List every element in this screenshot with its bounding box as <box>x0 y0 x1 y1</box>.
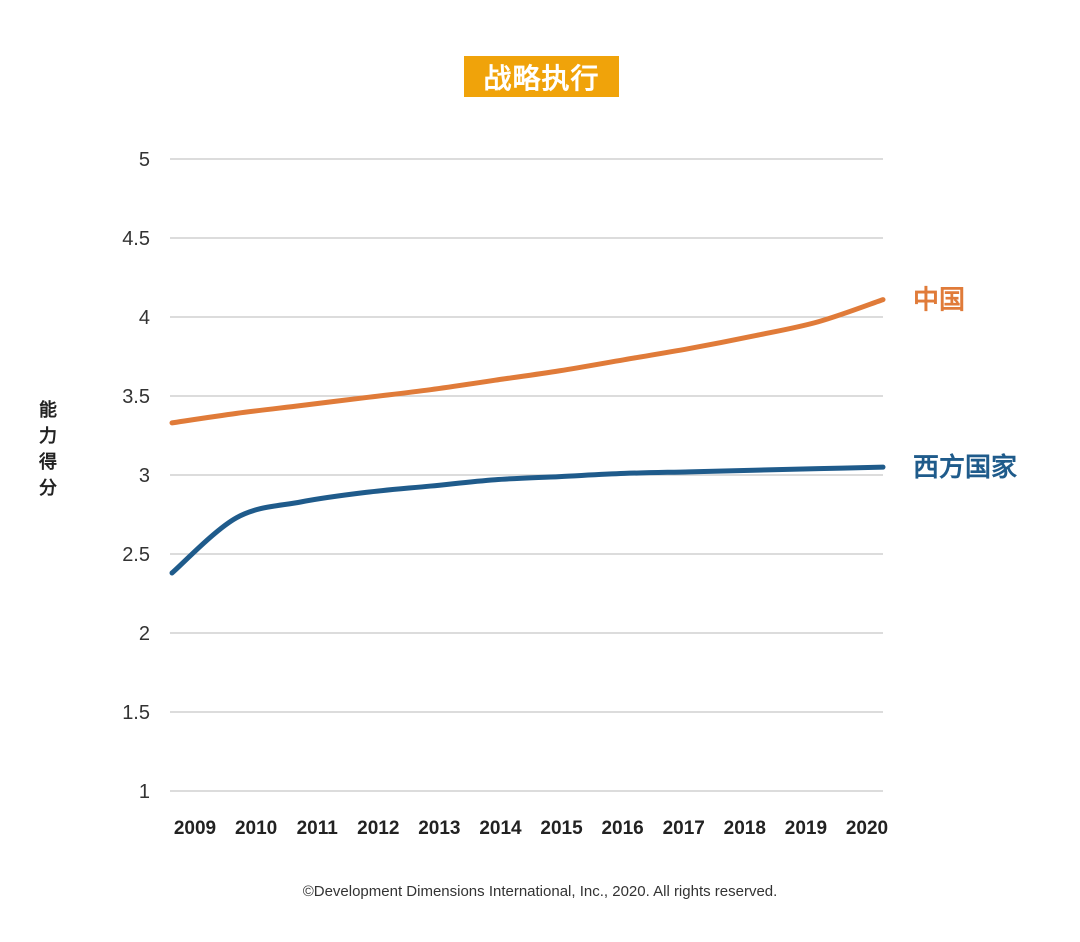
x-tick-label: 2010 <box>235 818 277 839</box>
series-line-1 <box>169 297 886 426</box>
x-tick-label: 2011 <box>297 818 339 839</box>
y-tick-labels: 5 4.5 4 3.5 3 2.5 2 1.5 1 <box>122 149 150 803</box>
series-label-2: 西方国家 <box>913 452 1017 483</box>
x-tick-label: 2017 <box>663 818 705 839</box>
y-tick-label: 4 <box>139 307 150 329</box>
chart-title: 战略执行 <box>464 56 619 97</box>
copyright-notice: ©Development Dimensions International, I… <box>302 883 778 900</box>
x-tick-label: 2016 <box>601 818 643 839</box>
series-lines <box>169 297 886 576</box>
y-tick-label: 3 <box>139 465 150 487</box>
x-tick-label: 2013 <box>418 818 460 839</box>
x-tick-label: 2015 <box>540 818 583 839</box>
y-tick-label: 3.5 <box>122 386 150 408</box>
series-label-1: 中国 <box>913 286 965 316</box>
y-tick-label: 1 <box>139 781 150 803</box>
x-tick-label: 2009 <box>174 818 216 839</box>
x-tick-labels: 2009 2010 2011 2012 2013 2014 2015 2016 2017 2018… <box>174 818 888 839</box>
x-tick-label: 2020 <box>846 818 888 839</box>
gridlines <box>170 158 883 792</box>
x-tick-label: 2019 <box>785 818 827 839</box>
y-tick-label: 4.5 <box>122 228 150 250</box>
x-tick-label: 2018 <box>724 818 766 839</box>
y-tick-label: 2 <box>139 623 150 645</box>
y-axis-label: 能力得分 <box>39 400 57 499</box>
y-tick-label: 5 <box>139 149 150 171</box>
x-tick-label: 2014 <box>479 818 522 839</box>
series-line-2 <box>169 464 886 576</box>
y-tick-label: 1.5 <box>122 702 150 724</box>
y-tick-label: 2.5 <box>122 544 150 566</box>
x-tick-label: 2012 <box>357 818 399 839</box>
